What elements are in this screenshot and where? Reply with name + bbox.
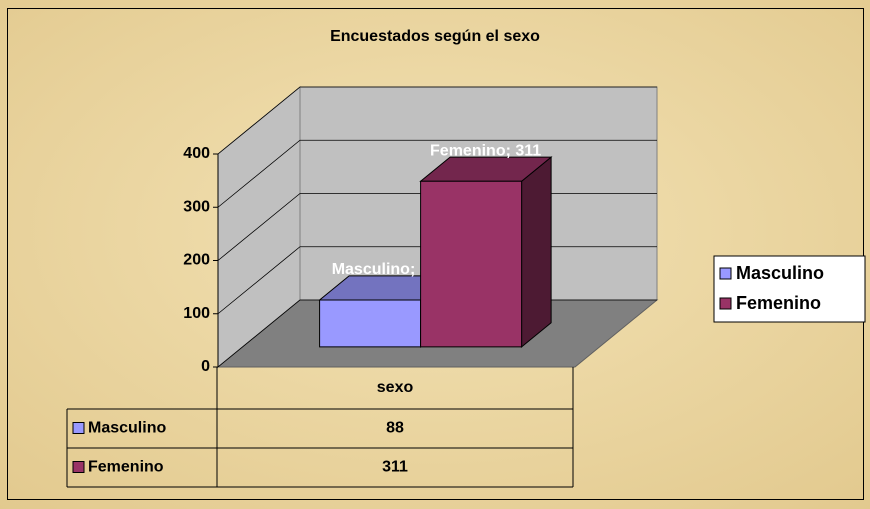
chart-title: Encuestados según el sexo: [330, 28, 540, 45]
legend-label: Femenino: [736, 293, 821, 313]
grid-line: [217, 86, 657, 155]
y-tick-label: 300: [183, 198, 210, 215]
table-legend-key: [72, 461, 85, 473]
data-label: Masculino; 88: [332, 261, 438, 278]
y-tick-label: 200: [183, 252, 210, 269]
table-value: 88: [386, 420, 404, 437]
data-label: Femenino; 311: [430, 142, 541, 159]
y-tick-label: 100: [183, 305, 210, 322]
legend: [713, 255, 866, 323]
chart-border: [7, 8, 864, 500]
x-tick-label: sexo: [377, 379, 414, 396]
y-tick-label: 400: [183, 145, 210, 162]
legend-label: Masculino: [736, 263, 824, 283]
table-row-label: Femenino: [88, 459, 164, 476]
legend-key: [719, 297, 732, 310]
y-tick-label: 0: [201, 358, 210, 375]
table-legend-key: [72, 422, 85, 434]
table-value: 311: [382, 459, 408, 476]
bar: [319, 299, 422, 348]
grid-line: [217, 139, 657, 208]
bar: [420, 180, 523, 348]
table-row-label: Masculino: [88, 420, 166, 437]
legend-key: [719, 267, 732, 280]
bar-side: [521, 156, 552, 348]
